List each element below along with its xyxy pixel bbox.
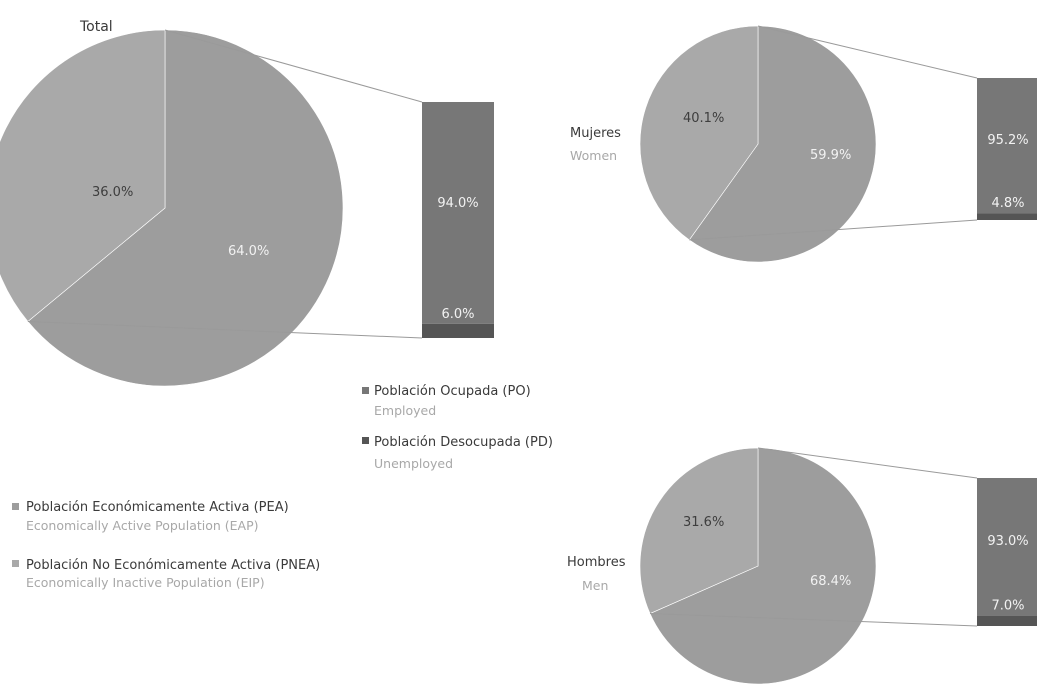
legend-swatch-po (362, 387, 369, 394)
chart-total-title: Total (79, 19, 113, 35)
legend-breakdown: Población Ocupada (PO) Employed Població… (362, 384, 553, 471)
chart-total-slice-pnea (0, 29, 166, 322)
chart-hombres-breakdown-bar: 93.0% 7.0% (649, 447, 1037, 627)
chart-total-bar-pd (422, 323, 494, 338)
chart-mujeres-title: Mujeres (570, 126, 621, 141)
chart-hombres-bar-label-po: 93.0% (987, 534, 1028, 549)
legend-swatch-pea (12, 503, 19, 510)
legend-sublabel-pd: Unemployed (374, 456, 453, 471)
legend-swatch-pd (362, 437, 369, 444)
chart-total-bar-label-po: 94.0% (437, 196, 478, 211)
chart-mujeres-connector-top (757, 25, 978, 79)
legend-swatch-pnea (12, 560, 19, 567)
chart-total: Total 36.0% 64.0% 94.0% 6.0% (0, 19, 494, 387)
legend-item-pnea: Población No Económicamente Activa (PNEA… (12, 558, 320, 590)
chart-mujeres-bar-label-po: 95.2% (987, 133, 1028, 148)
chart-total-label-pnea: 36.0% (92, 185, 133, 200)
chart-mujeres-slice-pea (688, 25, 877, 263)
chart-mujeres-label-pea: 59.9% (810, 148, 851, 163)
chart-total-bar-po (422, 102, 494, 324)
legend-label-po: Población Ocupada (PO) (374, 384, 531, 399)
chart-total-label-pea: 64.0% (228, 244, 269, 259)
chart-mujeres-bar-pd (977, 213, 1037, 220)
chart-hombres-label-pnea: 31.6% (683, 515, 724, 530)
legend-main: Población Económicamente Activa (PEA) Ec… (12, 500, 320, 590)
chart-hombres-title: Hombres (567, 555, 626, 570)
legend-sublabel-pnea: Economically Inactive Population (EIP) (26, 575, 265, 590)
legend-item-po: Población Ocupada (PO) Employed (362, 384, 531, 418)
chart-total-connector-top (164, 29, 423, 103)
legend-label-pea: Población Económicamente Activa (PEA) (26, 500, 289, 515)
chart-total-bar-label-pd: 6.0% (441, 307, 474, 322)
chart-total-pie: 36.0% 64.0% (0, 29, 344, 387)
chart-hombres-connector-bottom (649, 613, 978, 627)
chart-hombres-slice-pnea (639, 447, 759, 614)
legend-item-pd: Población Desocupada (PD) Unemployed (362, 435, 553, 471)
chart-total-connector-bottom (27, 320, 423, 339)
chart-hombres-pie: 31.6% 68.4% (639, 447, 877, 685)
chart-mujeres-breakdown-bar: 95.2% 4.8% (689, 25, 1037, 241)
chart-mujeres-bar-po (977, 78, 1037, 214)
chart-hombres-connector-top (757, 447, 978, 479)
legend-label-pd: Población Desocupada (PD) (374, 435, 553, 450)
chart-hombres-subtitle: Men (582, 578, 608, 593)
legend-item-pea: Población Económicamente Activa (PEA) Ec… (12, 500, 289, 533)
chart-hombres-label-pea: 68.4% (810, 574, 851, 589)
chart-hombres-bar-pd (977, 615, 1037, 626)
chart-hombres-slice-pea (649, 447, 877, 685)
chart-hombres: Hombres Men 31.6% 68.4% 93.0% 7.0% (567, 447, 1037, 685)
chart-hombres-bar-po (977, 478, 1037, 616)
chart-hombres-bar-label-pd: 7.0% (991, 599, 1024, 614)
chart-mujeres-subtitle: Women (570, 148, 617, 163)
chart-mujeres: Mujeres Women 40.1% 59.9% 95.2% 4.8% (570, 25, 1037, 263)
chart-mujeres-pie: 40.1% 59.9% (639, 25, 877, 263)
legend-sublabel-pea: Economically Active Population (EAP) (26, 518, 259, 533)
chart-mujeres-slice-pnea (639, 25, 759, 241)
chart-mujeres-label-pnea: 40.1% (683, 111, 724, 126)
chart-total-slice-pea (27, 29, 344, 387)
chart-total-breakdown-bar: 94.0% 6.0% (27, 29, 494, 339)
chart-mujeres-connector-bottom (689, 219, 978, 241)
chart-mujeres-bar-label-pd: 4.8% (991, 196, 1024, 211)
legend-sublabel-po: Employed (374, 403, 436, 418)
legend-label-pnea: Población No Económicamente Activa (PNEA… (26, 558, 320, 573)
